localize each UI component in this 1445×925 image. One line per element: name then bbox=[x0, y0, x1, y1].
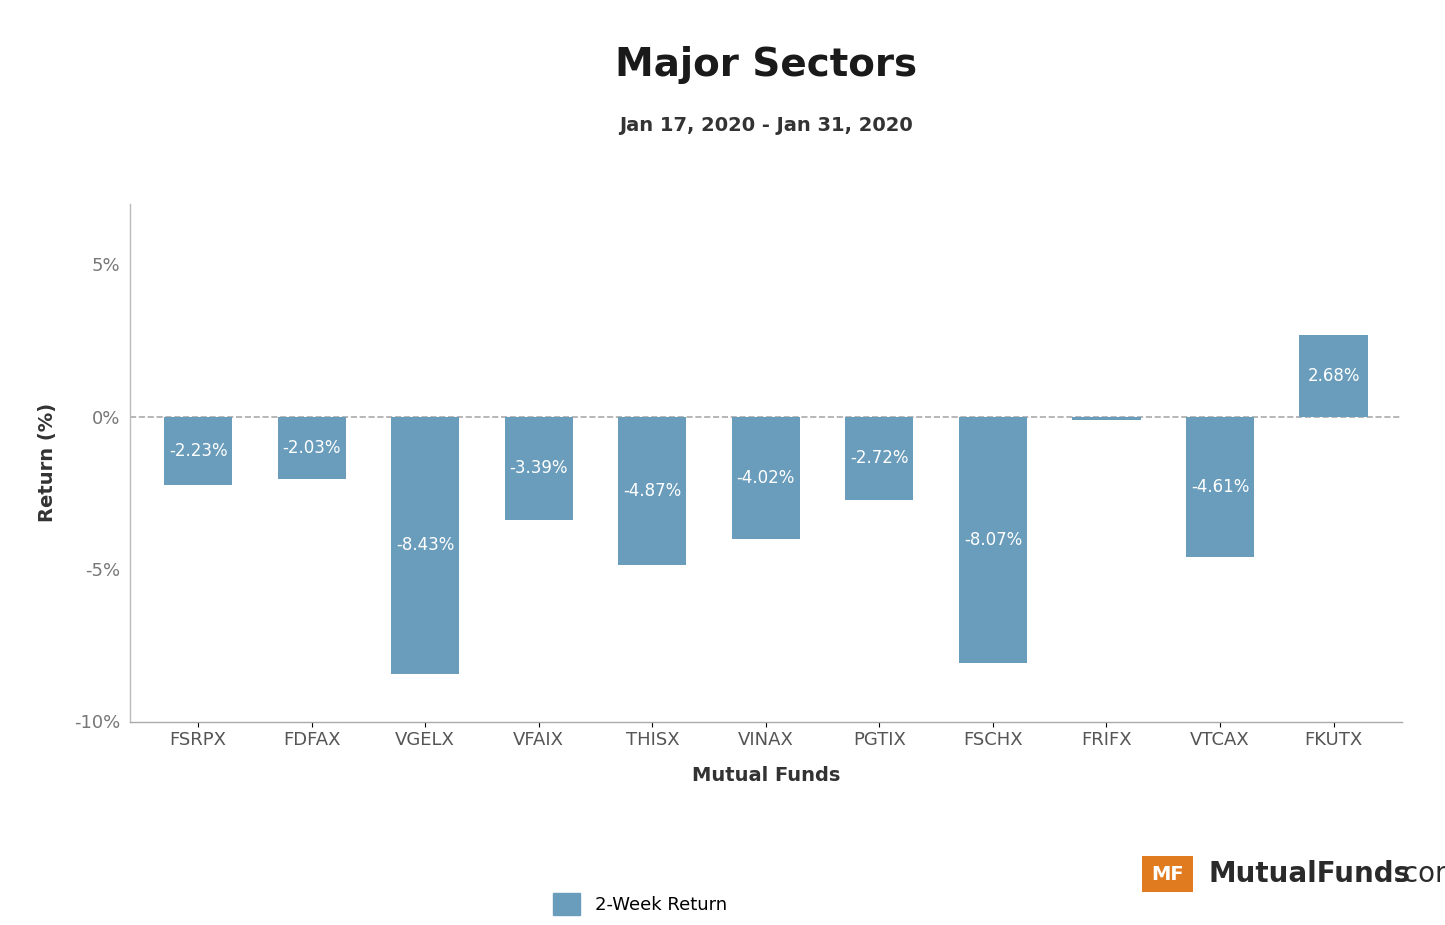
Text: -8.43%: -8.43% bbox=[396, 536, 454, 554]
Text: -3.39%: -3.39% bbox=[510, 460, 568, 477]
Bar bbox=[1299, 335, 1367, 417]
Bar bbox=[165, 417, 233, 485]
Legend: 2-Week Return: 2-Week Return bbox=[546, 886, 734, 922]
Bar bbox=[504, 417, 572, 520]
Bar bbox=[1186, 417, 1254, 557]
X-axis label: Mutual Funds: Mutual Funds bbox=[692, 766, 840, 785]
Text: Major Sectors: Major Sectors bbox=[614, 46, 918, 84]
Text: MutualFunds: MutualFunds bbox=[1208, 860, 1410, 888]
Text: Jan 17, 2020 - Jan 31, 2020: Jan 17, 2020 - Jan 31, 2020 bbox=[618, 116, 913, 135]
Bar bbox=[1072, 417, 1140, 420]
Text: MF: MF bbox=[1152, 865, 1183, 883]
Text: 2.68%: 2.68% bbox=[1308, 367, 1360, 385]
Text: -4.02%: -4.02% bbox=[737, 469, 795, 487]
Text: -8.07%: -8.07% bbox=[964, 531, 1022, 549]
Bar bbox=[731, 417, 801, 539]
Text: -4.87%: -4.87% bbox=[623, 482, 682, 500]
Bar bbox=[277, 417, 345, 478]
Bar bbox=[618, 417, 686, 565]
Bar bbox=[845, 417, 913, 500]
Bar bbox=[392, 417, 460, 673]
Text: -4.61%: -4.61% bbox=[1191, 478, 1248, 496]
Y-axis label: Return (%): Return (%) bbox=[39, 403, 58, 522]
Text: .com: .com bbox=[1394, 860, 1445, 888]
Text: -2.72%: -2.72% bbox=[850, 450, 909, 467]
Text: -2.23%: -2.23% bbox=[169, 442, 227, 460]
Text: -2.03%: -2.03% bbox=[282, 438, 341, 457]
Bar bbox=[959, 417, 1027, 662]
